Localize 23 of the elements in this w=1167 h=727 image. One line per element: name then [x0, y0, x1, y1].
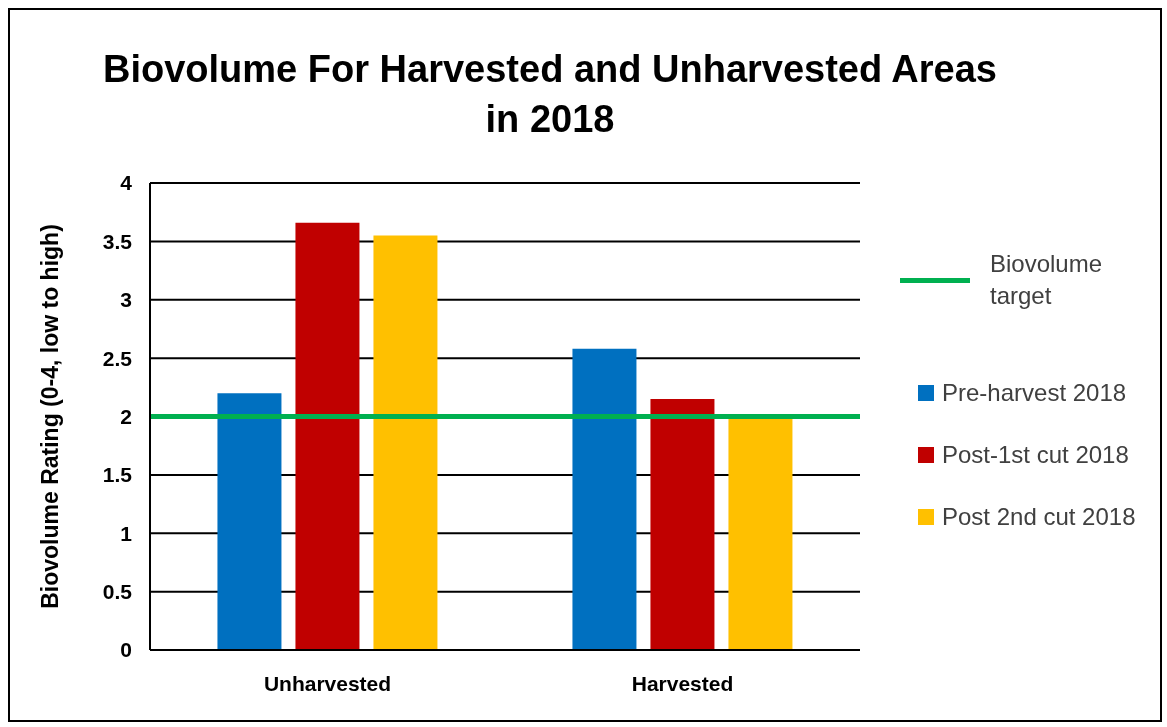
legend-label: Biovolume target: [990, 249, 1104, 311]
y-tick-label: 3: [120, 288, 132, 312]
y-tick-label: 0.5: [102, 580, 133, 604]
y-tick-label: 2: [120, 404, 132, 428]
bar: [572, 348, 637, 650]
bar: [217, 393, 282, 650]
y-tick-label: 2.5: [102, 346, 133, 370]
bar: [650, 398, 715, 650]
y-axis-title: Biovolume Rating (0-4, low to high): [37, 224, 64, 609]
legend-label: Post 2nd cut 2018: [942, 503, 1136, 531]
x-tick-label: Unharvested: [263, 671, 392, 695]
y-tick-label: 1: [120, 521, 133, 545]
y-tick-label: 0: [120, 638, 132, 662]
y-tick-label: 4: [120, 171, 133, 195]
chart-title: Biovolume For Harvested and Unharvested Areas in 2018: [102, 47, 998, 142]
legend-label: Post-1st cut 2018: [942, 441, 1129, 469]
x-tick-label: Harvested: [631, 671, 734, 695]
legend-label: Pre-harvest 2018: [942, 379, 1127, 407]
y-tick-label: 3.5: [102, 229, 133, 253]
bar: [728, 418, 793, 650]
bar: [373, 235, 438, 650]
y-tick-label: 1.5: [102, 463, 133, 487]
bar: [295, 222, 360, 650]
